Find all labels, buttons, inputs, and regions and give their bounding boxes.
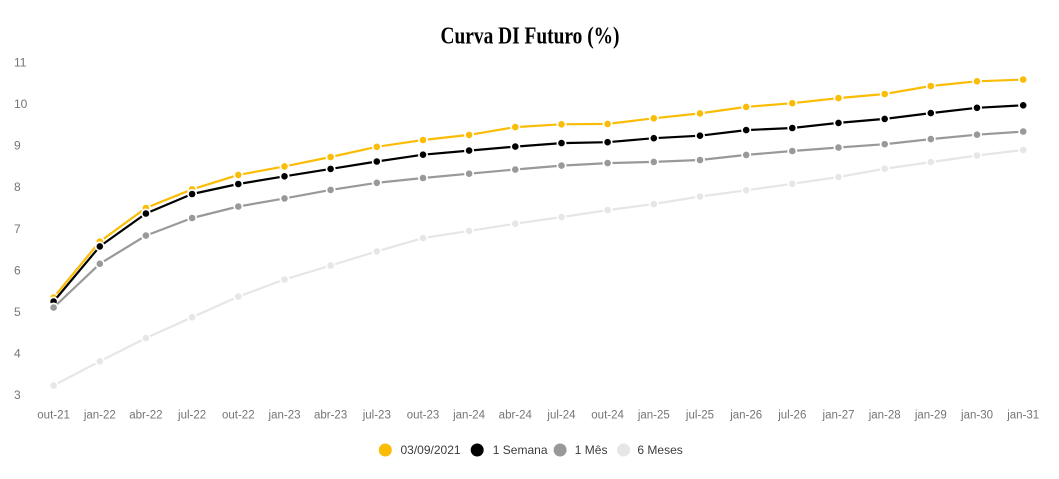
svg-text:abr-22: abr-22 xyxy=(129,410,162,422)
svg-text:jan-28: jan-28 xyxy=(868,410,901,422)
svg-text:1 Mês: 1 Mês xyxy=(575,443,608,457)
svg-text:03/09/2021: 03/09/2021 xyxy=(401,443,461,457)
svg-text:abr-24: abr-24 xyxy=(499,410,533,422)
svg-text:9: 9 xyxy=(14,139,21,153)
svg-text:out-23: out-23 xyxy=(407,410,440,422)
svg-text:jul-23: jul-23 xyxy=(362,410,391,422)
svg-text:jan-23: jan-23 xyxy=(268,410,301,422)
svg-text:7: 7 xyxy=(14,222,21,236)
svg-text:Curva DI Futuro (%): Curva DI Futuro (%) xyxy=(441,23,620,50)
svg-text:4: 4 xyxy=(14,346,21,360)
svg-text:out-24: out-24 xyxy=(591,410,624,422)
svg-text:8: 8 xyxy=(14,180,21,194)
svg-text:jan-31: jan-31 xyxy=(1006,410,1039,422)
svg-text:1 Semana: 1 Semana xyxy=(493,443,548,457)
svg-text:jan-30: jan-30 xyxy=(960,410,993,422)
svg-text:jan-25: jan-25 xyxy=(637,410,670,422)
svg-text:out-21: out-21 xyxy=(37,410,70,422)
svg-text:jan-24: jan-24 xyxy=(452,410,486,422)
svg-text:jul-25: jul-25 xyxy=(685,410,714,422)
svg-text:3: 3 xyxy=(14,388,21,402)
svg-text:jan-26: jan-26 xyxy=(729,410,762,422)
svg-text:jan-27: jan-27 xyxy=(822,410,855,422)
svg-text:abr-23: abr-23 xyxy=(314,410,347,422)
svg-text:jan-22: jan-22 xyxy=(83,410,116,422)
svg-text:jan-29: jan-29 xyxy=(914,410,947,422)
svg-text:out-22: out-22 xyxy=(222,410,255,422)
svg-text:5: 5 xyxy=(14,305,21,319)
svg-text:11: 11 xyxy=(14,56,27,70)
svg-text:jul-22: jul-22 xyxy=(177,410,206,422)
svg-text:6: 6 xyxy=(14,263,21,277)
svg-text:6 Meses: 6 Meses xyxy=(637,443,682,457)
svg-text:jul-24: jul-24 xyxy=(546,410,576,422)
svg-text:jul-26: jul-26 xyxy=(777,410,806,422)
svg-text:10: 10 xyxy=(14,97,28,111)
